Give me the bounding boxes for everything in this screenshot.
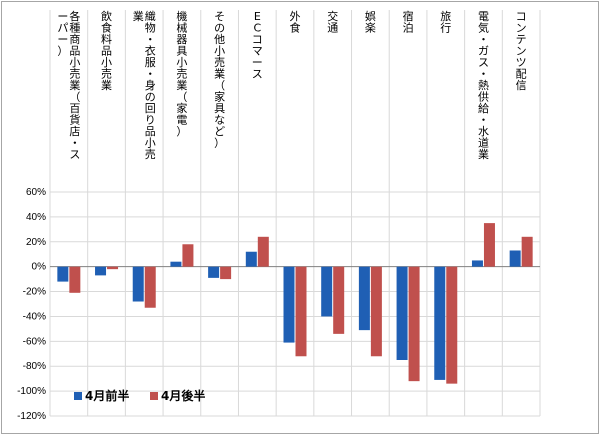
bar-first-half <box>358 266 370 331</box>
category-label: 旅行 <box>440 9 451 35</box>
bar-second-half <box>408 266 420 382</box>
category-label: 交通 <box>327 9 338 35</box>
category-label: コンテンツ配信 <box>516 10 527 92</box>
bar-first-half <box>208 266 220 278</box>
legend: 4月前半 4月後半 <box>74 388 205 403</box>
category-label: その他小売業（家具など） <box>214 10 225 150</box>
y-tick-label: -100% <box>17 386 46 397</box>
bar-first-half <box>434 266 446 380</box>
bar-first-half <box>245 251 257 267</box>
category-label: 機械器具小売業（家電） <box>176 9 187 138</box>
y-tick-label: -80% <box>23 361 46 372</box>
bar-second-half <box>182 244 194 267</box>
y-tick-label: 20% <box>26 237 46 248</box>
bar-first-half <box>170 261 182 267</box>
bar-first-half <box>321 266 333 317</box>
bar-second-half <box>295 266 307 357</box>
category-label: 各種商品小売業（百貨店・スーパー） <box>57 9 80 161</box>
bar-second-half <box>483 223 495 267</box>
category-label: 宿泊 <box>403 9 414 35</box>
legend-swatch <box>150 392 158 400</box>
bar-second-half <box>220 266 232 280</box>
bar-first-half <box>95 266 107 276</box>
y-tick-label: 0% <box>32 262 47 273</box>
category-label: 娯楽 <box>365 9 376 35</box>
y-tick-label: 60% <box>26 187 46 198</box>
bar-first-half <box>57 266 69 282</box>
bar-first-half <box>132 266 144 302</box>
category-labels: 各種商品小売業（百貨店・スーパー） 飲食料品小売業 織物・衣服・身の回り品小売業 機械… <box>57 9 526 161</box>
bars <box>57 223 533 384</box>
legend-swatch <box>74 392 82 400</box>
bar-second-half <box>446 266 458 384</box>
category-label: 電気・ガス・熱供給・水道業 <box>478 10 489 161</box>
y-tick-label: -120% <box>17 411 46 422</box>
bar-first-half <box>509 250 521 267</box>
legend-label: 4月前半 <box>85 388 129 403</box>
y-tick-label: -20% <box>23 287 46 298</box>
category-label: E C コマース <box>252 10 263 81</box>
bar-first-half <box>283 266 295 343</box>
bar-second-half <box>333 266 345 334</box>
bar-second-half <box>144 266 156 308</box>
category-label: 飲食料品小売業 <box>101 9 112 92</box>
grid <box>49 10 541 417</box>
bar-second-half <box>521 236 533 267</box>
y-tick-label: -40% <box>23 311 46 322</box>
bar-second-half <box>107 266 119 270</box>
legend-label: 4月後半 <box>161 388 205 403</box>
bar-second-half <box>370 266 382 357</box>
category-label: 織物・衣服・身の回り品小売業 <box>133 10 156 161</box>
y-axis-ticks: 60% 40% 20% 0% -20% -40% -60% -80% -100% -120% <box>17 187 46 422</box>
category-label: 外食 <box>290 10 301 35</box>
bar-second-half <box>69 266 81 293</box>
y-tick-label: 40% <box>26 212 46 223</box>
bar-second-half <box>257 236 269 267</box>
bar-first-half <box>471 260 483 267</box>
bar-first-half <box>396 266 408 360</box>
y-tick-label: -60% <box>23 336 46 347</box>
